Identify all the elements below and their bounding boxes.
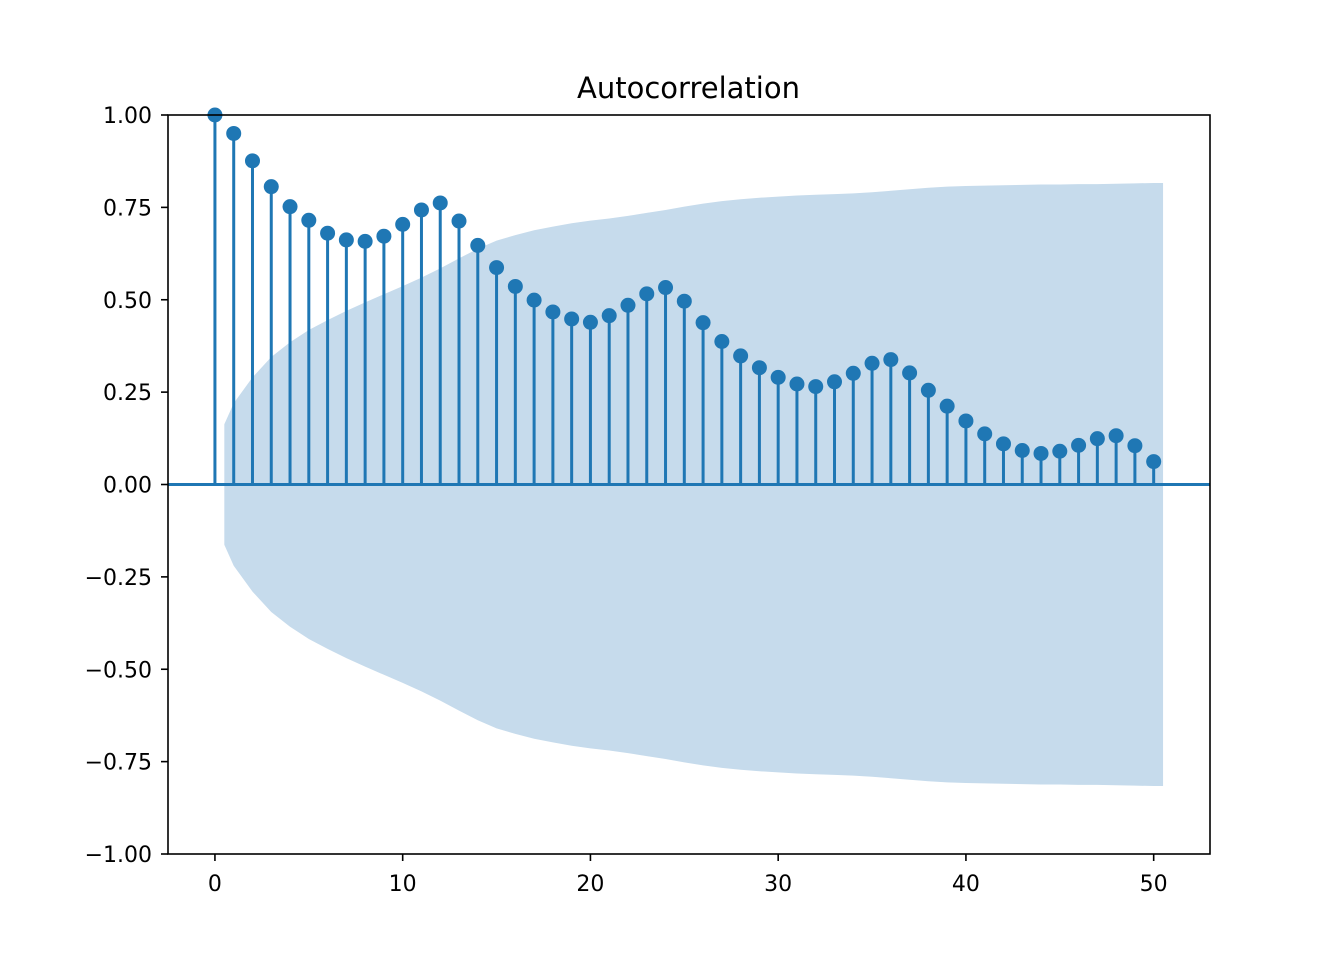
- stem-marker-lag-9: [376, 228, 392, 244]
- stem-marker-lag-8: [357, 233, 373, 249]
- y-tick-label: 0.75: [103, 196, 152, 221]
- stem-marker-lag-25: [676, 293, 692, 309]
- stem-marker-lag-3: [263, 179, 279, 195]
- stem-marker-lag-45: [1052, 443, 1068, 459]
- chart-title: Autocorrelation: [577, 71, 800, 105]
- stem-marker-lag-19: [564, 311, 580, 327]
- x-tick-label: 20: [576, 872, 604, 897]
- stem-marker-lag-35: [864, 355, 880, 371]
- stem-marker-lag-18: [545, 304, 561, 320]
- stem-marker-lag-28: [733, 348, 749, 364]
- y-tick-label: −1.00: [85, 843, 152, 868]
- stem-marker-lag-13: [451, 213, 467, 229]
- stem-marker-lag-12: [432, 195, 448, 211]
- stem-marker-lag-29: [751, 360, 767, 376]
- stem-marker-lag-41: [977, 426, 993, 442]
- stem-marker-lag-33: [827, 374, 843, 390]
- x-tick-label: 30: [764, 872, 792, 897]
- y-tick-label: 0.00: [103, 474, 152, 499]
- stem-layer: [168, 107, 1210, 486]
- stem-marker-lag-37: [902, 365, 918, 381]
- stem-marker-lag-39: [939, 398, 955, 414]
- y-tick-label: −0.75: [85, 751, 152, 776]
- stem-marker-lag-1: [226, 125, 242, 141]
- stem-marker-lag-43: [1014, 443, 1030, 459]
- y-tick-label: −0.25: [85, 566, 152, 591]
- stem-marker-lag-34: [845, 365, 861, 381]
- y-tick-label: 0.25: [103, 381, 152, 406]
- stem-marker-lag-16: [507, 278, 523, 294]
- stem-marker-lag-47: [1089, 431, 1105, 447]
- stem-marker-lag-4: [282, 199, 298, 215]
- stem-marker-lag-38: [920, 382, 936, 398]
- stem-marker-lag-40: [958, 413, 974, 429]
- stem-marker-lag-36: [883, 352, 899, 368]
- stem-marker-lag-49: [1127, 438, 1143, 454]
- stem-marker-lag-48: [1108, 428, 1124, 444]
- stem-marker-lag-31: [789, 376, 805, 392]
- stem-marker-lag-46: [1071, 437, 1087, 453]
- x-tick-label: 40: [952, 872, 980, 897]
- stem-marker-lag-7: [338, 232, 354, 248]
- x-tick-label: 50: [1140, 872, 1168, 897]
- stem-marker-lag-14: [470, 237, 486, 253]
- y-tick-label: 1.00: [103, 104, 152, 129]
- stem-marker-lag-6: [320, 225, 336, 241]
- y-tick-label: 0.50: [103, 289, 152, 314]
- stem-marker-lag-22: [620, 297, 636, 313]
- x-tick-label: 10: [389, 872, 417, 897]
- y-tick-label: −0.50: [85, 658, 152, 683]
- stem-marker-lag-32: [808, 379, 824, 395]
- stem-marker-lag-17: [526, 292, 542, 308]
- stem-marker-lag-44: [1033, 445, 1049, 461]
- stem-marker-lag-27: [714, 334, 730, 350]
- tick-layer: 0 10 20 30 40 50 1.00 0.75 0.50 0.25 0.00 −0.25 −0.5…: [85, 104, 1168, 897]
- stem-marker-lag-21: [601, 308, 617, 324]
- stem-marker-lag-30: [770, 369, 786, 385]
- stem-marker-lag-11: [413, 202, 429, 218]
- stem-marker-lag-50: [1146, 454, 1162, 470]
- stem-marker-lag-15: [489, 260, 505, 276]
- stem-marker-lag-20: [582, 314, 598, 330]
- stem-marker-lag-42: [995, 436, 1011, 452]
- stem-marker-lag-10: [395, 216, 411, 232]
- stem-marker-lag-24: [658, 280, 674, 296]
- x-tick-label: 0: [208, 872, 222, 897]
- stem-marker-lag-26: [695, 315, 711, 331]
- stem-marker-lag-23: [639, 286, 655, 302]
- stem-marker-lag-5: [301, 212, 317, 228]
- stem-marker-lag-2: [244, 153, 260, 169]
